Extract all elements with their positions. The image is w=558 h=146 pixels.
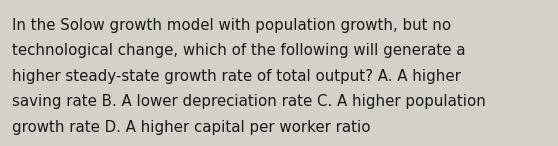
- Text: technological change, which of the following will generate a: technological change, which of the follo…: [12, 43, 466, 58]
- Text: growth rate D. A higher capital per worker ratio: growth rate D. A higher capital per work…: [12, 120, 371, 135]
- Text: In the Solow growth model with population growth, but no: In the Solow growth model with populatio…: [12, 18, 451, 33]
- Text: higher steady-state growth rate of total output? A. A higher: higher steady-state growth rate of total…: [12, 69, 461, 84]
- Text: saving rate B. A lower depreciation rate C. A higher population: saving rate B. A lower depreciation rate…: [12, 94, 486, 109]
